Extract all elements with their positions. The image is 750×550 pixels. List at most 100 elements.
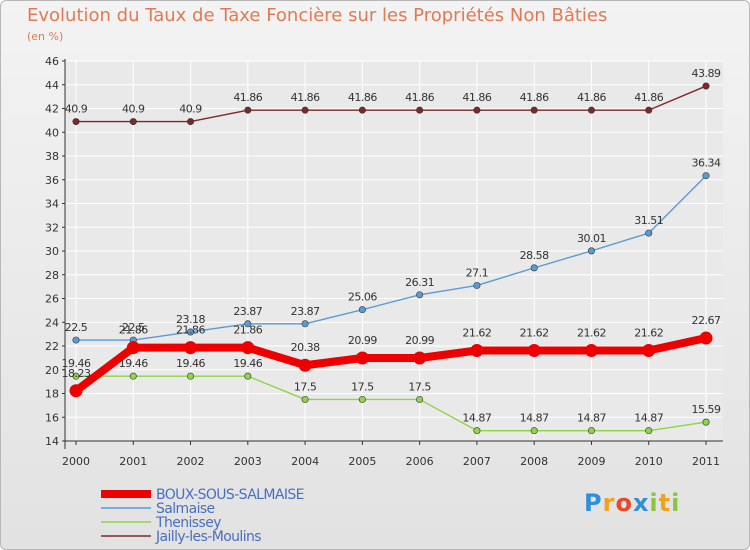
data-point <box>587 247 595 255</box>
data-label: 23.87 <box>291 305 320 318</box>
data-point <box>72 118 80 126</box>
data-label: 17.5 <box>294 380 317 393</box>
data-label: 25.06 <box>348 291 377 304</box>
x-tick-label: 2008 <box>520 455 548 468</box>
data-point <box>301 106 309 114</box>
x-tick-label: 2010 <box>635 455 663 468</box>
data-point <box>358 395 366 403</box>
data-point <box>129 372 137 380</box>
data-point <box>530 427 538 435</box>
legend-label: Thenissey <box>155 515 221 531</box>
data-label: 40.9 <box>179 103 202 116</box>
data-label: 20.99 <box>348 334 377 347</box>
data-label: 41.86 <box>233 91 262 104</box>
x-tick-label: 2006 <box>406 455 434 468</box>
data-point <box>702 82 710 90</box>
data-point <box>187 372 195 380</box>
y-tick-label: 44 <box>45 79 59 92</box>
y-tick-label: 36 <box>45 174 59 187</box>
logo-letter: i <box>649 489 659 517</box>
data-label: 15.59 <box>692 403 721 416</box>
y-tick-label: 40 <box>45 126 59 139</box>
data-label: 41.86 <box>462 91 491 104</box>
data-label: 19.46 <box>176 357 205 370</box>
data-label: 20.99 <box>405 334 434 347</box>
y-tick-label: 38 <box>45 150 59 163</box>
data-point <box>69 384 83 398</box>
data-point <box>473 106 481 114</box>
y-tick-label: 34 <box>45 198 59 211</box>
y-tick-label: 26 <box>45 293 59 306</box>
data-label: 43.89 <box>692 67 721 80</box>
logo-letter: o <box>615 489 633 517</box>
data-point <box>416 395 424 403</box>
y-tick-label: 16 <box>45 411 59 424</box>
series-line-salmaise <box>75 175 707 341</box>
data-point <box>298 358 312 372</box>
data-point <box>301 320 309 328</box>
data-point <box>184 341 198 355</box>
data-label: 26.31 <box>405 276 434 289</box>
data-label: 22.67 <box>692 314 721 327</box>
data-point <box>470 344 484 358</box>
data-point <box>129 118 137 126</box>
data-point <box>645 427 653 435</box>
y-tick-label: 18 <box>45 388 59 401</box>
data-point <box>244 106 252 114</box>
data-point <box>473 281 481 289</box>
data-label: 19.46 <box>233 357 262 370</box>
data-point <box>645 229 653 237</box>
data-label: 23.87 <box>233 305 262 318</box>
data-point <box>473 427 481 435</box>
y-tick-label: 28 <box>45 269 59 282</box>
data-label: 21.62 <box>520 327 549 340</box>
legend-label: Jailly-les-Moulins <box>155 529 261 545</box>
data-point <box>416 291 424 299</box>
data-point <box>241 341 255 355</box>
y-tick-label: 24 <box>45 316 59 329</box>
data-point <box>416 106 424 114</box>
data-point <box>530 106 538 114</box>
y-tick-label: 20 <box>45 364 59 377</box>
series-line-jailly-les-moulins <box>75 85 707 123</box>
data-point <box>587 427 595 435</box>
data-label: 21.62 <box>634 327 663 340</box>
chart-title: Evolution du Taux de Taxe Foncière sur l… <box>27 5 608 26</box>
data-label: 14.87 <box>462 412 491 425</box>
data-label: 41.86 <box>577 91 606 104</box>
data-point <box>187 118 195 126</box>
data-point <box>702 172 710 180</box>
data-label: 21.62 <box>577 327 606 340</box>
data-label: 17.5 <box>408 380 431 393</box>
data-point <box>355 351 369 365</box>
series-line-boux-sous-salmaise <box>72 334 710 395</box>
data-point <box>301 395 309 403</box>
data-label: 31.51 <box>634 214 663 227</box>
y-tick-label: 42 <box>45 103 59 116</box>
y-tick-label: 30 <box>45 245 59 258</box>
data-point <box>126 341 140 355</box>
data-label: 22.5 <box>122 321 145 334</box>
data-label: 19.46 <box>62 357 91 370</box>
data-point <box>72 372 80 380</box>
logo-letter: i <box>671 489 681 517</box>
data-point <box>244 372 252 380</box>
y-tick-label: 22 <box>45 340 59 353</box>
data-label: 21.86 <box>119 324 148 337</box>
data-point <box>587 106 595 114</box>
data-point <box>358 106 366 114</box>
data-label: 40.9 <box>65 103 88 116</box>
y-tick-label: 46 <box>45 55 59 68</box>
data-label: 41.86 <box>348 91 377 104</box>
data-label: 41.86 <box>405 91 434 104</box>
logo-letter: x <box>632 489 650 517</box>
data-label: 19.46 <box>119 357 148 370</box>
data-point <box>642 344 656 358</box>
data-label: 22.5 <box>65 321 88 334</box>
data-point <box>72 336 80 344</box>
data-label: 36.34 <box>692 157 721 170</box>
data-label: 21.62 <box>462 327 491 340</box>
data-point <box>358 306 366 314</box>
y-tick-label: 14 <box>45 435 59 448</box>
data-point <box>527 344 541 358</box>
